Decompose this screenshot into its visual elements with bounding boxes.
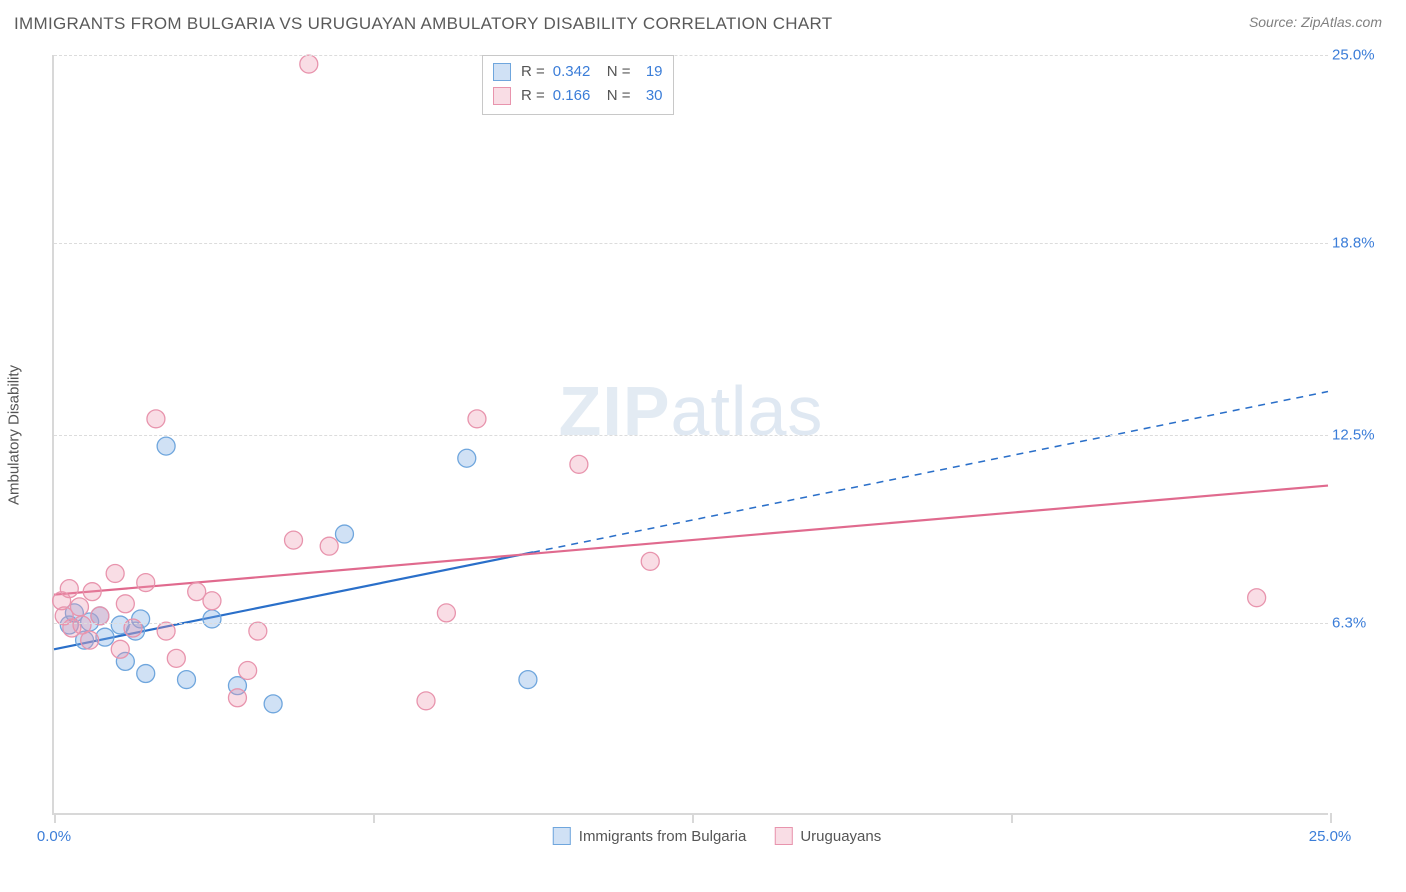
data-point-uruguayans (83, 583, 101, 601)
plot-area: ZIPatlas 6.3%12.5%18.8%25.0%0.0%25.0% (52, 55, 1328, 815)
page-title: IMMIGRANTS FROM BULGARIA VS URUGUAYAN AM… (14, 14, 832, 34)
data-point-uruguayans (70, 598, 88, 616)
data-point-bulgaria (519, 671, 537, 689)
data-point-uruguayans (437, 604, 455, 622)
gridline (54, 623, 1328, 624)
data-point-bulgaria (458, 449, 476, 467)
x-tick (54, 813, 56, 823)
legend-series: Immigrants from Bulgaria Uruguayans (553, 827, 881, 845)
data-point-bulgaria (178, 671, 196, 689)
data-point-uruguayans (203, 592, 221, 610)
legend-stats-row-uruguayans: R = 0.166 N = 30 (493, 84, 663, 108)
data-point-uruguayans (417, 692, 435, 710)
data-point-uruguayans (137, 574, 155, 592)
data-point-uruguayans (249, 622, 267, 640)
data-point-uruguayans (228, 689, 246, 707)
legend-item-uruguayans: Uruguayans (774, 827, 881, 845)
gridline (54, 435, 1328, 436)
n-value: 19 (639, 60, 663, 84)
x-tick-label: 25.0% (1309, 828, 1352, 845)
legend-swatch-bulgaria-icon (493, 63, 511, 81)
legend-swatch-uruguayans-icon (493, 87, 511, 105)
y-tick-label: 12.5% (1332, 427, 1386, 444)
n-label: N = (607, 60, 631, 84)
data-point-uruguayans (81, 631, 99, 649)
data-point-uruguayans (91, 607, 109, 625)
data-point-uruguayans (570, 455, 588, 473)
legend-stats: R = 0.342 N = 19 R = 0.166 N = 30 (482, 55, 674, 115)
data-point-bulgaria (137, 665, 155, 683)
data-point-uruguayans (285, 531, 303, 549)
data-point-uruguayans (468, 410, 486, 428)
gridline (54, 55, 1328, 56)
legend-item-bulgaria: Immigrants from Bulgaria (553, 827, 747, 845)
data-point-uruguayans (641, 552, 659, 570)
data-point-uruguayans (320, 537, 338, 555)
data-point-uruguayans (157, 622, 175, 640)
legend-label: Immigrants from Bulgaria (579, 828, 747, 845)
n-label: N = (607, 84, 631, 108)
y-axis-label: Ambulatory Disability (6, 365, 23, 505)
y-tick-label: 25.0% (1332, 47, 1386, 64)
y-tick-label: 6.3% (1332, 615, 1386, 632)
x-tick (1011, 813, 1013, 823)
gridline (54, 243, 1328, 244)
r-value: 0.166 (553, 84, 597, 108)
y-tick-label: 18.8% (1332, 235, 1386, 252)
data-point-bulgaria (157, 437, 175, 455)
regression-line-dashed-bulgaria (533, 392, 1328, 553)
data-point-uruguayans (111, 640, 129, 658)
legend-swatch-uruguayans-icon (774, 827, 792, 845)
plot-svg (54, 55, 1328, 813)
data-point-uruguayans (239, 662, 257, 680)
correlation-chart: Ambulatory Disability ZIPatlas 6.3%12.5%… (52, 55, 1382, 815)
data-point-uruguayans (60, 580, 78, 598)
r-value: 0.342 (553, 60, 597, 84)
data-point-uruguayans (106, 564, 124, 582)
data-point-uruguayans (300, 55, 318, 73)
x-tick-label: 0.0% (37, 828, 71, 845)
r-label: R = (521, 60, 545, 84)
data-point-bulgaria (264, 695, 282, 713)
n-value: 30 (639, 84, 663, 108)
data-point-bulgaria (203, 610, 221, 628)
data-point-uruguayans (167, 649, 185, 667)
data-point-bulgaria (335, 525, 353, 543)
data-point-uruguayans (116, 595, 134, 613)
x-tick (1330, 813, 1332, 823)
source-name: ZipAtlas.com (1301, 14, 1382, 30)
x-tick (692, 813, 694, 823)
source-prefix: Source: (1249, 14, 1301, 30)
data-point-uruguayans (1248, 589, 1266, 607)
r-label: R = (521, 84, 545, 108)
legend-swatch-bulgaria-icon (553, 827, 571, 845)
legend-stats-row-bulgaria: R = 0.342 N = 19 (493, 60, 663, 84)
x-tick (373, 813, 375, 823)
source-attribution: Source: ZipAtlas.com (1249, 14, 1382, 30)
legend-label: Uruguayans (800, 828, 881, 845)
data-point-uruguayans (124, 619, 142, 637)
data-point-uruguayans (147, 410, 165, 428)
regression-line-uruguayans (54, 486, 1328, 595)
